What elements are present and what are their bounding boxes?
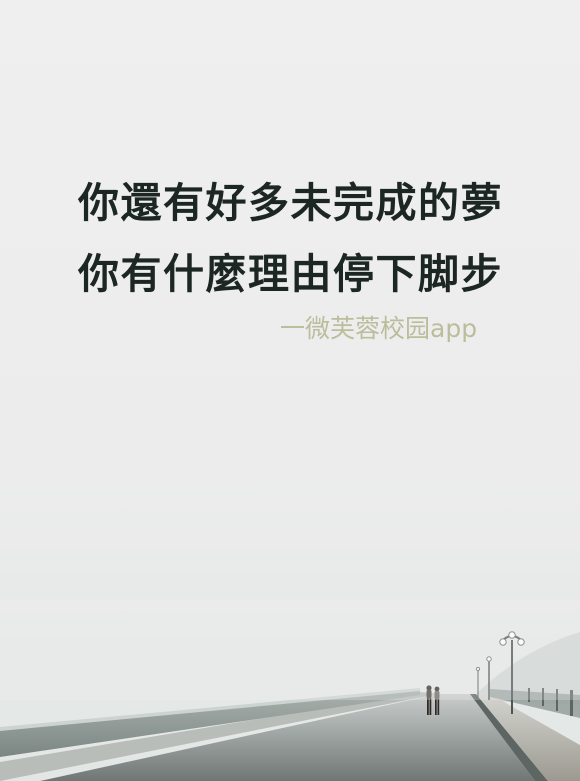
right-sidewalk — [476, 694, 580, 781]
poem-line-1: 你還有好多未完成的夢 — [78, 179, 503, 227]
road — [40, 694, 535, 781]
left-parapet-wall — [0, 690, 420, 757]
walking-couple — [426, 685, 440, 715]
distant-hill — [470, 632, 580, 705]
railing-posts — [528, 688, 573, 716]
credit-watermark: 一微芙蓉校园app — [280, 314, 478, 343]
right-curb — [470, 694, 548, 781]
left-sidewalk — [0, 692, 438, 781]
lamp-globes — [475, 631, 525, 672]
haze — [0, 600, 580, 700]
poem-line-2: 你有什麼理由停下脚步 — [78, 250, 503, 298]
left-parapet-top — [0, 688, 420, 731]
